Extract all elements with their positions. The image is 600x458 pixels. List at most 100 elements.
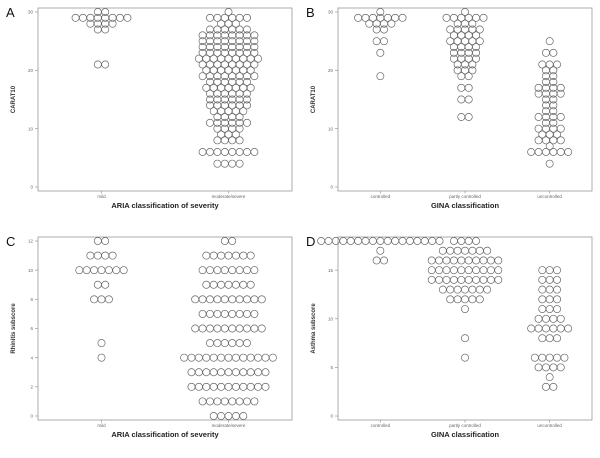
data-point <box>246 280 255 289</box>
y-tick-label: 4 <box>30 355 33 360</box>
data-point <box>556 124 565 133</box>
data-point <box>239 353 248 362</box>
data-point <box>217 412 226 420</box>
y-tick-label: 20 <box>28 68 34 73</box>
data-point <box>549 107 558 116</box>
data-point <box>213 266 222 275</box>
data-point <box>75 266 84 275</box>
data-point <box>472 31 481 40</box>
data-point <box>464 113 473 121</box>
data-point <box>464 83 473 92</box>
data-point <box>339 237 348 245</box>
data-point <box>542 324 550 333</box>
y-tick-label: 20 <box>328 68 334 73</box>
panel-d: D 0 5 10 15 Asthma subscore controlled partly c… <box>300 229 600 458</box>
data-point <box>217 368 226 377</box>
plot-frame <box>337 236 593 421</box>
data-point <box>206 148 214 156</box>
data-point <box>475 295 484 304</box>
data-point <box>250 295 259 304</box>
y-tick-label: 6 <box>30 326 33 331</box>
data-point <box>457 72 466 81</box>
data-point <box>206 309 214 318</box>
data-point <box>250 309 259 318</box>
data-point <box>97 339 106 348</box>
data-point <box>231 280 240 289</box>
data-point <box>257 295 266 304</box>
data-point <box>254 54 263 63</box>
data-point <box>243 266 251 275</box>
data-point <box>442 13 451 22</box>
data-point <box>198 324 207 333</box>
data-point <box>368 237 377 245</box>
data-point <box>542 48 550 57</box>
data-point <box>220 237 229 245</box>
y-axis-label: CARAT10 <box>11 85 17 113</box>
data-point <box>119 266 128 275</box>
data-point <box>228 148 237 156</box>
data-point <box>457 256 466 265</box>
data-point <box>243 309 251 318</box>
x-axis-label: GINA classification <box>431 430 499 439</box>
data-point <box>198 295 207 304</box>
data-point <box>235 124 244 133</box>
y-tick-label: 10 <box>328 126 334 131</box>
data-point <box>97 266 106 275</box>
data-point <box>545 275 554 284</box>
data-point <box>534 136 543 145</box>
data-point <box>194 382 203 391</box>
data-point <box>187 382 196 391</box>
x-category-label: mild <box>97 423 106 428</box>
data-point <box>534 314 543 323</box>
data-point <box>101 8 110 16</box>
y-tick-label: 0 <box>330 185 333 190</box>
panel-letter: B <box>306 5 315 20</box>
data-point <box>231 251 240 260</box>
data-point <box>427 256 436 265</box>
data-point <box>475 25 484 34</box>
data-point <box>71 13 80 22</box>
data-point <box>468 19 477 28</box>
data-point <box>93 251 102 260</box>
data-point <box>553 285 562 294</box>
data-point <box>202 368 211 377</box>
data-point <box>206 324 214 333</box>
data-point <box>391 237 400 245</box>
data-point <box>239 107 248 116</box>
y-tick-label: 8 <box>30 297 33 302</box>
data-point <box>231 353 240 362</box>
data-point <box>457 275 466 284</box>
data-point <box>405 237 414 245</box>
data-point <box>527 148 536 156</box>
data-point <box>209 382 218 391</box>
data-point <box>187 368 196 377</box>
y-tick-label: 12 <box>28 239 34 244</box>
data-point <box>228 237 237 245</box>
data-point <box>194 368 203 377</box>
data-point <box>556 136 565 145</box>
data-point <box>564 148 573 156</box>
data-point <box>261 353 270 362</box>
data-point <box>235 148 244 156</box>
data-point <box>235 266 244 275</box>
data-point <box>446 295 455 304</box>
data-point <box>331 237 340 245</box>
data-point <box>457 83 466 92</box>
data-point <box>231 382 240 391</box>
data-point <box>464 237 473 245</box>
data-point <box>220 309 229 318</box>
data-point <box>486 256 495 265</box>
data-point <box>209 353 218 362</box>
data-point <box>479 256 488 265</box>
data-point <box>549 72 558 81</box>
data-point <box>553 266 562 275</box>
data-point <box>545 37 554 46</box>
data-point <box>442 266 451 275</box>
data-point <box>209 251 218 260</box>
data-point <box>206 295 214 304</box>
data-point <box>457 237 466 245</box>
data-point <box>449 275 458 284</box>
data-point <box>112 266 121 275</box>
x-category-label: mild <box>97 194 106 199</box>
data-point <box>228 136 237 145</box>
